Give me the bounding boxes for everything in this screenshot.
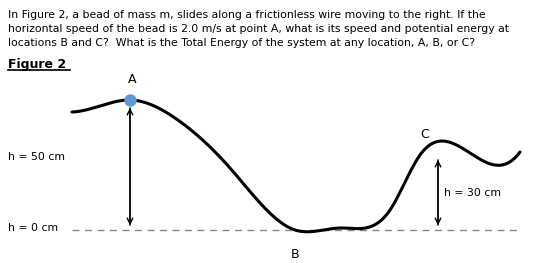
Text: locations B and C?  What is the Total Energy of the system at any location, A, B: locations B and C? What is the Total Ene…	[8, 38, 475, 48]
Text: In Figure 2, a bead of mass m, slides along a frictionless wire moving to the ri: In Figure 2, a bead of mass m, slides al…	[8, 10, 485, 20]
Text: horizontal speed of the bead is 2.0 m/s at point A, what is its speed and potent: horizontal speed of the bead is 2.0 m/s …	[8, 24, 509, 34]
Text: C: C	[421, 128, 429, 141]
Text: h = 50 cm: h = 50 cm	[8, 152, 65, 162]
Text: Figure 2: Figure 2	[8, 58, 66, 71]
Text: h = 0 cm: h = 0 cm	[8, 223, 58, 233]
Text: B: B	[291, 248, 299, 261]
Text: h = 30 cm: h = 30 cm	[444, 188, 501, 198]
Text: A: A	[128, 73, 136, 86]
